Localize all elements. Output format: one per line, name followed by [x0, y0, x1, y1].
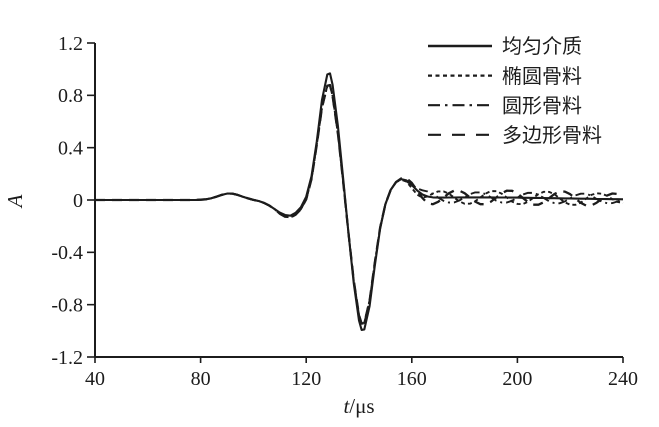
y-axis-tick-label: -0.8: [51, 294, 83, 316]
y-axis-tick-label: -0.4: [51, 242, 83, 264]
y-axis-title: A: [3, 194, 27, 208]
x-axis-title-unit: /μs: [349, 394, 375, 418]
y-axis-tick-label: 0: [73, 190, 83, 212]
y-axis-tick-label: 0.4: [58, 137, 83, 159]
x-axis-title-symbol: t: [343, 394, 350, 418]
y-axis-tick-label: -1.2: [51, 347, 83, 369]
x-axis-tick-label: 200: [502, 368, 532, 390]
y-axis-tick-label: 0.8: [58, 85, 83, 107]
x-axis-tick-label: 40: [85, 368, 105, 390]
x-axis-title: t/μs: [95, 394, 623, 419]
series-line-circular-aggregate: [95, 84, 624, 325]
y-axis-tick-label: 1.2: [58, 33, 83, 55]
x-axis-tick-label: 120: [291, 368, 321, 390]
x-axis-tick-label: 240: [608, 368, 638, 390]
x-axis-tick-label: 160: [397, 368, 427, 390]
legend-label-elliptical-aggregate: 椭圆骨料: [502, 65, 582, 88]
series-line-elliptical-aggregate: [95, 84, 624, 325]
legend-label-polygonal-aggregate: 多边形骨料: [502, 124, 602, 147]
legend-label-homogeneous-medium: 均匀介质: [502, 35, 582, 58]
x-axis-tick-label: 80: [191, 368, 211, 390]
series-line-polygonal-aggregate: [95, 83, 624, 325]
legend-label-circular-aggregate: 圆形骨料: [502, 94, 582, 117]
